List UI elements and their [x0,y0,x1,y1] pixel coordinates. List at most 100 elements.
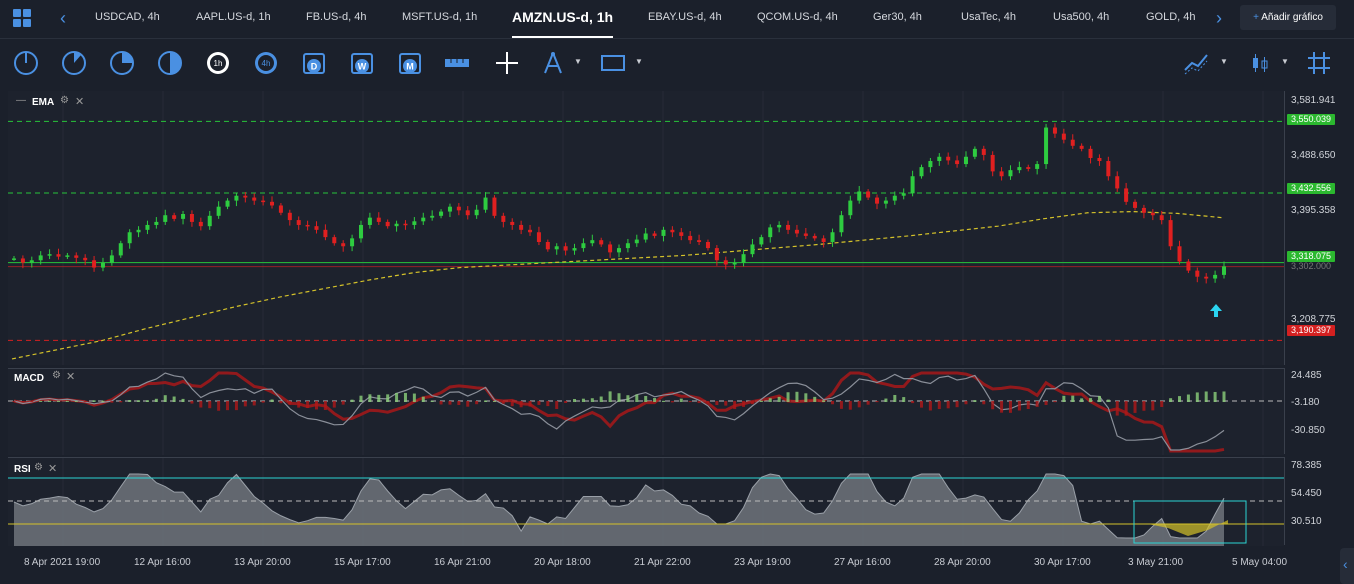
crosshair-icon[interactable] [494,50,520,76]
rsi-area [14,474,1224,546]
price-chart[interactable] [8,91,1284,365]
macd-histogram-bar [644,395,648,402]
macd-histogram-bar [1142,401,1146,411]
macd-panel[interactable]: MACD ⚙ ✕ [8,368,1284,455]
ruler-icon[interactable] [444,50,470,76]
macd-histogram-bar [492,400,496,402]
candle-body [1133,201,1138,208]
timeframe-clock-2-icon[interactable] [61,50,87,76]
indicator-dropdown-icon[interactable]: ▼ [1281,57,1289,66]
tab-ebay-us-d[interactable]: EBAY.US-d, 4h [648,11,722,23]
macd-histogram-bar [1204,391,1208,402]
candle-body [305,224,310,227]
macd-histogram-bar [297,401,301,408]
settings-gear-icon[interactable]: ⚙ [60,95,69,106]
grid-toggle-icon[interactable] [1306,50,1332,76]
timeframe-daily-icon[interactable]: D [301,50,327,76]
tab-ger30[interactable]: Ger30, 4h [873,11,922,23]
time-axis-label: 5 May 04:00 [1232,557,1288,568]
tab-aapl-us-d[interactable]: AAPL.US-d, 1h [196,11,271,23]
candle-body [323,229,328,238]
tab-qcom-us-d[interactable]: QCOM.US-d, 4h [757,11,838,23]
candle-body [937,156,942,162]
candle-body [136,229,141,233]
tab-amzn-us-d[interactable]: AMZN.US-d, 1h [512,0,614,38]
candle-body [1222,266,1226,275]
macd-histogram-bar [795,391,799,402]
rsi-chart[interactable] [8,458,1284,546]
shape-dropdown-icon[interactable]: ▼ [635,57,643,66]
candle-body [732,262,737,265]
macd-close-icon[interactable]: ✕ [66,371,76,383]
timeframe-clock-1-icon[interactable] [13,50,39,76]
macd-histogram-bar [412,393,416,402]
macd-histogram-bar [724,401,728,406]
drawing-dropdown-icon[interactable]: ▼ [574,57,582,66]
price-panel[interactable]: — EMA ⚙ ✕ [8,91,1284,365]
rsi-settings-icon[interactable]: ⚙ [34,462,43,473]
macd-histogram-bar [1169,398,1173,402]
ema-indicator-label[interactable]: EMA [32,97,55,108]
chart-type-dropdown-icon[interactable]: ▼ [1220,57,1228,66]
rsi-indicator-label[interactable]: RSI [14,464,31,475]
add-chart-button[interactable]: + Añadir gráfico [1240,5,1336,30]
rectangle-tool-icon[interactable] [600,50,626,76]
rsi-axis: 78.385 54.450 30.510 [1284,457,1347,545]
candle-body [1177,246,1182,262]
macd-histogram-bar [1062,395,1066,402]
timeframe-clock-4-icon[interactable] [157,50,183,76]
tabs-prev-icon[interactable]: ‹ [60,8,66,28]
tab-gold[interactable]: GOLD, 4h [1146,11,1196,23]
candle-body [955,160,960,165]
tabs-next-icon[interactable]: › [1216,8,1222,28]
macd-histogram-bar [386,394,390,402]
timeframe-clock-3-icon[interactable] [109,50,135,76]
candle-body [47,254,52,256]
candle-body [661,229,666,236]
candlestick-icon[interactable] [1247,50,1273,76]
tab-usdcad[interactable]: USDCAD, 4h [95,11,160,23]
drawing-compass-icon[interactable] [540,50,566,76]
macd-histogram-bar [1124,401,1128,416]
candle-body [536,232,541,243]
side-panel-toggle[interactable]: ‹ [1340,548,1354,584]
line-chart-type-icon[interactable] [1183,50,1209,76]
macd-settings-icon[interactable]: ⚙ [52,370,61,381]
rsi-panel[interactable]: RSI ⚙ ✕ [8,457,1284,546]
rsi-close-icon[interactable]: ✕ [48,463,58,475]
macd-histogram-bar [1186,394,1190,402]
candle-body [350,238,355,247]
candle-body [981,148,986,155]
candle-body [243,195,248,198]
time-axis-label: 15 Apr 17:00 [334,557,391,568]
timeframe-monthly-icon[interactable]: M [397,50,423,76]
tab-msft-us-d[interactable]: MSFT.US-d, 1h [402,11,478,23]
tab-fb-us-d[interactable]: FB.US-d, 4h [306,11,367,23]
candle-body [1204,276,1209,279]
macd-histogram-bar [875,401,879,403]
macd-histogram-bar [528,401,532,407]
macd-histogram-bar [137,400,141,402]
macd-indicator-label[interactable]: MACD [14,373,44,384]
macd-histogram-bar [670,401,674,403]
collapse-icon[interactable]: — [16,95,26,106]
macd-histogram-bar [902,397,906,402]
macd-histogram-bar [573,399,577,402]
macd-histogram-bar [306,401,310,408]
timeframe-4h-icon[interactable]: 4h [253,50,279,76]
candle-body [1168,220,1173,247]
tab-usatec[interactable]: UsaTec, 4h [961,11,1017,23]
candle-body [705,242,710,249]
timeframe-1h-icon[interactable]: 1h [205,50,231,76]
tab-usa500[interactable]: Usa500, 4h [1053,11,1110,23]
layout-grid-icon[interactable] [12,8,32,28]
candle-body [314,226,319,230]
macd-histogram-bar [706,401,710,404]
macd-histogram-bar [884,398,888,402]
close-indicator-icon[interactable]: ✕ [75,96,85,108]
macd-histogram-bar [715,401,719,406]
macd-chart[interactable] [8,369,1284,455]
macd-histogram-bar [759,400,763,402]
timeframe-weekly-icon[interactable]: W [349,50,375,76]
macd-histogram-bar [368,394,372,402]
